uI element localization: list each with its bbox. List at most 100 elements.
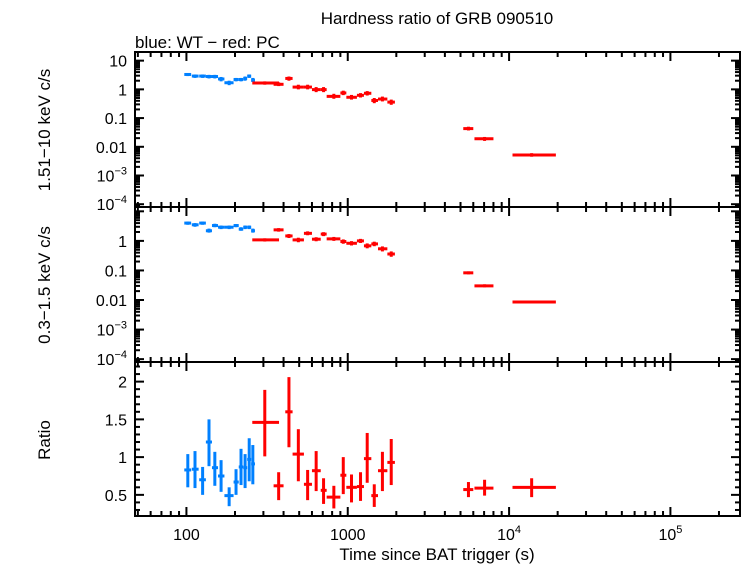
data-point <box>378 451 388 492</box>
y-tick-label: 10 <box>109 54 127 71</box>
data-point <box>184 454 192 488</box>
data-point <box>191 451 199 489</box>
x-tick-label: 105 <box>658 524 682 544</box>
data-point <box>211 223 219 228</box>
data-point <box>340 239 347 244</box>
data-point <box>252 238 280 242</box>
data-point <box>311 87 321 93</box>
data-point <box>320 87 327 93</box>
data-point <box>463 482 474 498</box>
series-PC <box>252 377 556 509</box>
panel-soft: 1 0.1 0.01 10−3 10−4 <box>96 206 741 369</box>
data-point <box>512 153 556 157</box>
data-point <box>356 238 364 243</box>
data-point <box>512 478 556 498</box>
data-point <box>340 457 347 495</box>
data-point <box>285 377 293 448</box>
data-point <box>340 90 347 96</box>
data-point <box>346 241 357 246</box>
data-point <box>205 74 212 79</box>
data-point <box>378 96 388 102</box>
data-point <box>211 74 219 79</box>
data-point <box>224 80 234 86</box>
x-tick-label: 104 <box>497 524 521 544</box>
data-point <box>387 439 395 486</box>
data-point <box>238 77 244 82</box>
data-point <box>251 77 255 83</box>
chart-title: Hardness ratio of GRB 090510 <box>321 9 553 28</box>
y-tick-label: 0.1 <box>105 111 127 128</box>
series-WT <box>184 221 255 233</box>
data-point <box>371 98 379 104</box>
data-point <box>463 271 474 275</box>
data-point <box>251 228 255 233</box>
data-point <box>346 94 357 100</box>
y-tick-label: 10−4 <box>97 349 127 369</box>
data-point <box>273 472 284 501</box>
data-point <box>363 243 372 249</box>
y-tick-label: 10−4 <box>97 194 127 214</box>
data-point <box>512 300 556 304</box>
data-point <box>474 479 494 496</box>
data-point <box>285 234 293 239</box>
y-tick-label: 1.5 <box>105 412 127 429</box>
data-point <box>320 478 327 504</box>
y-tick-label: 2 <box>118 375 127 392</box>
y-tick-label: 10−3 <box>97 320 127 340</box>
data-point <box>205 228 212 233</box>
data-point <box>363 432 372 483</box>
data-point <box>218 460 225 492</box>
series-PC <box>252 228 556 304</box>
data-point <box>387 251 395 257</box>
series-PC <box>252 76 556 157</box>
data-point <box>233 469 239 495</box>
x-tick-label: 100 <box>173 527 200 544</box>
x-axis-label: Time since BAT trigger (s) <box>339 545 534 564</box>
data-point <box>326 236 341 241</box>
y-tick-label: 10−3 <box>97 166 127 186</box>
data-point <box>292 237 304 243</box>
y-tick-label: 0.01 <box>96 140 127 157</box>
data-point <box>238 227 244 231</box>
data-point <box>303 84 312 90</box>
data-point <box>233 77 239 82</box>
data-point <box>218 225 225 230</box>
panel-frame <box>134 361 741 517</box>
data-point <box>191 223 199 227</box>
data-point <box>378 246 388 252</box>
data-point <box>363 91 372 96</box>
x-tick-label: 1000 <box>330 527 366 544</box>
data-point <box>387 99 395 105</box>
data-point <box>199 466 206 495</box>
data-point <box>247 225 252 230</box>
data-point <box>346 474 357 503</box>
data-point <box>285 76 293 81</box>
data-point <box>292 84 304 90</box>
data-point <box>243 225 248 230</box>
data-point <box>463 126 474 131</box>
data-point <box>303 231 312 236</box>
data-point <box>224 487 234 507</box>
data-point <box>356 472 364 501</box>
y-axis-label-soft: 0.3−1.5 keV c/s <box>35 226 54 344</box>
panel-ratio: 0.5 1 1.5 2 <box>105 361 741 517</box>
data-point <box>247 438 252 482</box>
data-point <box>311 237 321 242</box>
data-point <box>273 228 284 232</box>
panel-frame <box>134 206 741 363</box>
panel-hard: 10 1 0.1 0.01 10−3 10−4 <box>96 51 741 214</box>
y-axis-label-ratio: Ratio <box>35 420 54 460</box>
chart-subtitle: blue: WT − red: PC <box>135 33 280 52</box>
y-tick-label: 0.1 <box>105 263 127 280</box>
data-point <box>191 74 199 78</box>
data-point <box>311 451 321 492</box>
y-tick-label: 0.5 <box>105 488 127 505</box>
data-point <box>199 74 206 78</box>
data-point <box>205 419 212 467</box>
y-tick-label: 1 <box>118 450 127 467</box>
data-point <box>199 221 206 225</box>
data-point <box>238 448 244 486</box>
y-tick-label: 1 <box>118 82 127 99</box>
data-point <box>326 93 341 99</box>
